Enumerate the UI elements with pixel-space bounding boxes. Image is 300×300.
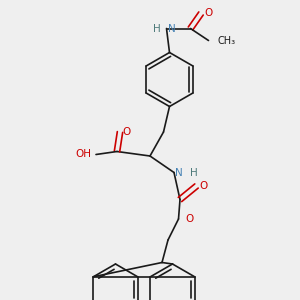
Text: N: N xyxy=(168,23,176,34)
Text: OH: OH xyxy=(76,149,91,160)
Text: O: O xyxy=(199,181,207,191)
Text: N: N xyxy=(176,168,183,178)
Text: O: O xyxy=(204,8,213,19)
Text: H: H xyxy=(190,168,197,178)
Text: CH₃: CH₃ xyxy=(218,35,236,46)
Text: H: H xyxy=(153,23,161,34)
Text: O: O xyxy=(122,127,131,137)
Text: O: O xyxy=(185,214,194,224)
